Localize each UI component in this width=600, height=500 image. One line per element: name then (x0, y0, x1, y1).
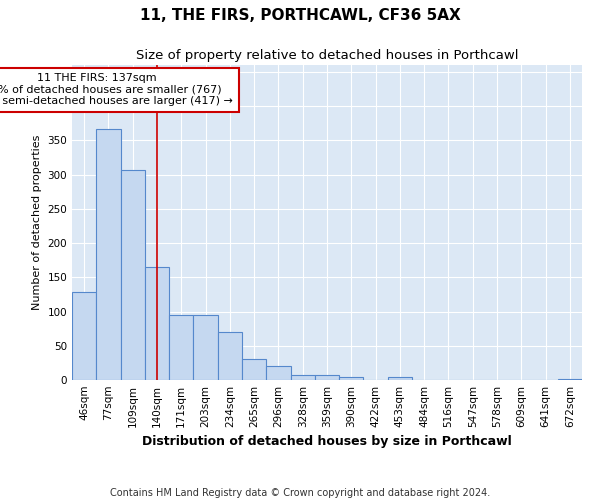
Bar (218, 332, 242, 380)
Bar (290, 374, 315, 380)
Text: 11 THE FIRS: 137sqm
← 64% of detached houses are smaller (767)
35% of semi-detac: 11 THE FIRS: 137sqm ← 64% of detached ho… (0, 73, 233, 106)
Bar (242, 360, 266, 380)
Bar (339, 376, 364, 380)
Text: 11, THE FIRS, PORTHCAWL, CF36 5AX: 11, THE FIRS, PORTHCAWL, CF36 5AX (140, 8, 460, 22)
Bar (96, 128, 121, 380)
Bar (193, 315, 218, 380)
Bar (388, 376, 412, 380)
Title: Size of property relative to detached houses in Porthcawl: Size of property relative to detached ho… (136, 50, 518, 62)
Bar (121, 170, 145, 380)
Bar (145, 267, 169, 380)
Text: Contains HM Land Registry data © Crown copyright and database right 2024.
Contai: Contains HM Land Registry data © Crown c… (88, 488, 512, 500)
X-axis label: Distribution of detached houses by size in Porthcawl: Distribution of detached houses by size … (142, 436, 512, 448)
Y-axis label: Number of detached properties: Number of detached properties (32, 135, 42, 310)
Bar (315, 374, 339, 380)
Bar (72, 292, 96, 380)
Bar (266, 366, 290, 380)
Bar (169, 315, 193, 380)
Bar (558, 378, 582, 380)
